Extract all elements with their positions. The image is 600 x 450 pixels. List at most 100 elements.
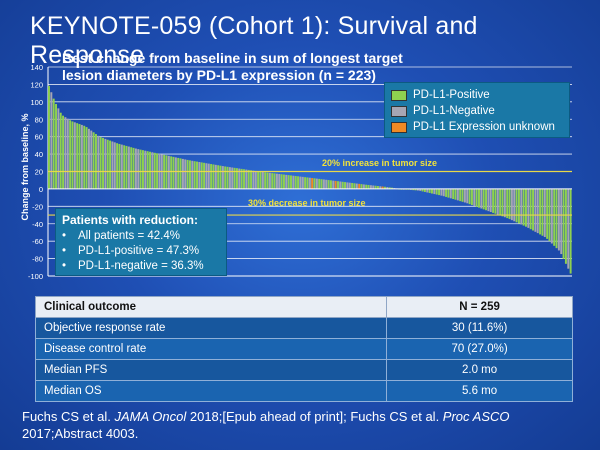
y-tick-label: 60: [35, 133, 43, 142]
waterfall-bar: [449, 188, 452, 199]
y-tick-label: -80: [32, 255, 43, 264]
waterfall-bar: [146, 151, 149, 189]
waterfall-bar: [191, 160, 194, 189]
waterfall-bar: [440, 188, 443, 196]
waterfall-bar: [478, 188, 480, 208]
waterfall-bar: [64, 117, 67, 189]
waterfall-bar: [360, 184, 363, 189]
legend-swatch-positive: [391, 89, 407, 101]
waterfall-bar: [113, 142, 116, 189]
waterfall-bar: [541, 188, 544, 236]
waterfall-bar: [475, 188, 478, 207]
waterfall-bar: [139, 149, 142, 189]
waterfall-bar: [388, 187, 391, 189]
waterfall-bar: [87, 128, 90, 189]
waterfall-bar: [412, 188, 415, 191]
waterfall-bar: [466, 188, 469, 204]
legend-label-positive: PD-L1-Positive: [413, 89, 490, 101]
waterfall-bar: [80, 124, 83, 189]
waterfall-bar: [527, 188, 530, 228]
waterfall-bar: [560, 188, 563, 255]
waterfall-bar: [240, 168, 243, 189]
waterfall-bar: [376, 186, 379, 189]
waterfall-bar: [200, 162, 203, 189]
waterfall-bar: [280, 174, 283, 189]
reduction-item-all-text: All patients = 42.4%: [78, 230, 180, 242]
waterfall-bar: [546, 188, 549, 239]
waterfall-bar: [59, 112, 62, 189]
waterfall-bar: [181, 158, 184, 189]
waterfall-bar: [369, 185, 372, 189]
waterfall-bar: [341, 181, 344, 189]
waterfall-bar: [367, 184, 370, 189]
waterfall-bar: [553, 188, 556, 246]
waterfall-bar: [555, 188, 558, 249]
waterfall-bar: [273, 173, 276, 189]
waterfall-bar: [153, 152, 156, 189]
slide-title: KEYNOTE-059 (Cohort 1): Survival and Res…: [30, 12, 478, 69]
row-value: 2.0 mo: [386, 359, 573, 381]
waterfall-bar: [264, 172, 267, 189]
waterfall-bar: [261, 171, 264, 189]
legend-item-negative: PD-L1-Negative: [391, 103, 569, 119]
y-tick-label: -20: [32, 202, 43, 211]
waterfall-bar: [55, 104, 57, 189]
waterfall-bar: [503, 188, 506, 218]
waterfall-bar: [299, 176, 302, 189]
waterfall-bar: [346, 182, 349, 189]
waterfall-bar: [506, 188, 509, 219]
waterfall-bar: [306, 177, 309, 189]
waterfall-bar: [193, 161, 196, 189]
waterfall-bar: [85, 127, 88, 189]
waterfall-bar: [205, 163, 208, 189]
y-tick-label: -100: [28, 272, 43, 281]
table-header-row: Clinical outcome N = 259: [34, 296, 573, 318]
waterfall-bar: [76, 123, 79, 189]
waterfall-bar: [564, 188, 567, 264]
waterfall-bar: [431, 188, 433, 194]
waterfall-bar: [468, 188, 471, 205]
waterfall-bar: [325, 179, 328, 189]
reduction-item-positive-text: PD-L1-positive = 47.3%: [78, 245, 200, 257]
waterfall-bar: [522, 188, 525, 226]
row-label: Median PFS: [34, 359, 388, 381]
waterfall-bar: [532, 188, 534, 231]
waterfall-bar: [198, 162, 201, 189]
waterfall-bar: [151, 152, 154, 189]
waterfall-bar: [69, 120, 72, 189]
waterfall-bar: [97, 135, 100, 189]
waterfall-bar: [539, 188, 542, 235]
waterfall-bar: [125, 145, 128, 189]
waterfall-bar: [259, 171, 262, 189]
waterfall-bar: [362, 184, 365, 189]
waterfall-bar: [480, 188, 483, 209]
table-row: Disease control rate 70 (27.0%): [34, 338, 573, 360]
waterfall-bar: [116, 143, 119, 189]
waterfall-bar: [485, 188, 488, 211]
waterfall-bar: [186, 159, 189, 189]
waterfall-bar: [557, 188, 560, 251]
chart-title-line-1: Best change from baseline in sum of long…: [62, 50, 403, 66]
waterfall-bar: [529, 188, 532, 230]
waterfall-bar: [459, 188, 462, 202]
waterfall-bar: [473, 188, 476, 206]
waterfall-bar: [226, 166, 229, 189]
waterfall-bar: [130, 147, 133, 189]
waterfall-bar: [348, 182, 351, 189]
y-tick-label: -60: [32, 237, 43, 246]
waterfall-bar: [287, 175, 290, 189]
waterfall-bar: [278, 173, 281, 189]
chart-title-line-2: lesion diameters by PD-L1 expression (n …: [62, 67, 376, 83]
waterfall-bar: [355, 183, 358, 189]
row-value: 70 (27.0%): [386, 338, 573, 360]
table-row: Median PFS 2.0 mo: [34, 359, 573, 381]
legend-label-negative: PD-L1-Negative: [413, 105, 495, 117]
waterfall-bar: [90, 130, 93, 189]
waterfall-bar: [487, 188, 490, 212]
table-row: Objective response rate 30 (11.6%): [34, 317, 573, 339]
waterfall-bar: [167, 155, 170, 189]
waterfall-bar: [102, 137, 104, 189]
waterfall-bar: [329, 180, 332, 189]
reduction-item-all: • All patients = 42.4%: [62, 230, 180, 242]
row-value: 5.6 mo: [386, 380, 573, 402]
